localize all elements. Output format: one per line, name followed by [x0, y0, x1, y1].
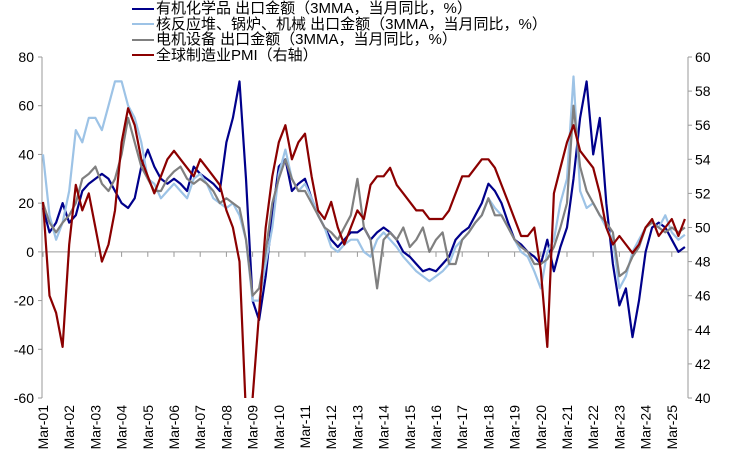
legend-label: 核反应堆、锅炉、机械 出口金额（3MMA，当月同比，%）: [156, 15, 547, 33]
x-tick-label: Mar-24: [638, 405, 654, 450]
x-tick-label: Mar-07: [192, 405, 208, 450]
legend-item-organic-chemicals: 有机化学品 出口金额（3MMA，当月同比，%）: [132, 1, 547, 17]
right-tick-label: 44: [695, 322, 711, 338]
left-tick-label: 0: [26, 244, 34, 260]
legend-swatch: [132, 23, 154, 26]
x-tick-label: Mar-14: [376, 405, 392, 450]
legend-swatch: [132, 38, 154, 41]
x-tick-label: Mar-06: [166, 405, 182, 450]
legend-swatch: [132, 7, 154, 10]
x-tick-label: Mar-16: [428, 405, 444, 450]
x-tick-label: Mar-19: [507, 405, 523, 450]
x-tick-label: Mar-20: [533, 405, 549, 450]
x-tick-label: Mar-17: [454, 405, 470, 450]
legend-label: 有机化学品 出口金额（3MMA，当月同比，%）: [156, 0, 472, 17]
right-tick-label: 46: [695, 288, 711, 304]
x-tick-label: Mar-03: [87, 405, 103, 450]
left-tick-label: -60: [14, 390, 34, 406]
legend-item-electrical: 电机设备 出口金额（3MMA，当月同比，%）: [132, 32, 547, 48]
right-tick-label: 58: [695, 83, 711, 99]
legend-label: 电机设备 出口金额（3MMA，当月同比，%）: [156, 31, 457, 48]
legend: 有机化学品 出口金额（3MMA，当月同比，%） 核反应堆、锅炉、机械 出口金额（…: [132, 1, 547, 63]
right-tick-label: 52: [695, 185, 711, 201]
right-tick-label: 42: [695, 356, 711, 372]
legend-label: 全球制造业PMI（右轴）: [156, 46, 318, 64]
x-tick-label: Mar-25: [664, 405, 680, 450]
x-tick-label: Mar-12: [323, 405, 339, 450]
right-tick-label: 48: [695, 254, 711, 270]
left-tick-label: 40: [18, 146, 34, 162]
left-tick-label: 80: [18, 49, 34, 65]
x-tick-label: Mar-11: [297, 405, 313, 449]
left-tick-label: -20: [14, 293, 34, 309]
right-tick-label: 54: [695, 151, 711, 167]
x-tick-label: Mar-01: [35, 405, 51, 450]
x-tick-label: Mar-08: [218, 405, 234, 450]
x-tick-label: Mar-10: [271, 405, 287, 450]
x-tick-label: Mar-15: [402, 405, 418, 450]
right-tick-label: 60: [695, 49, 711, 65]
series-line-3: [42, 107, 686, 398]
x-tick-label: Mar-18: [480, 405, 496, 450]
x-tick-label: Mar-05: [140, 405, 156, 450]
left-tick-label: -40: [14, 341, 34, 357]
right-tick-label: 40: [695, 390, 711, 406]
right-tick-label: 56: [695, 117, 711, 133]
series-line-0: [42, 80, 686, 339]
right-tick-label: 50: [695, 220, 711, 236]
x-tick-label: Mar-21: [559, 405, 575, 450]
legend-item-machinery: 核反应堆、锅炉、机械 出口金额（3MMA，当月同比，%）: [132, 15, 547, 33]
x-tick-label: Mar-13: [349, 405, 365, 450]
x-tick-label: Mar-09: [245, 405, 261, 450]
x-tick-label: Mar-04: [114, 405, 130, 450]
left-tick-label: 60: [18, 98, 34, 114]
legend-swatch: [132, 54, 154, 57]
x-tick-label: Mar-23: [611, 405, 627, 450]
left-tick-label: 20: [18, 195, 34, 211]
x-tick-label: Mar-02: [61, 405, 77, 450]
x-tick-label: Mar-22: [585, 405, 601, 450]
legend-item-pmi: 全球制造业PMI（右轴）: [132, 46, 547, 64]
